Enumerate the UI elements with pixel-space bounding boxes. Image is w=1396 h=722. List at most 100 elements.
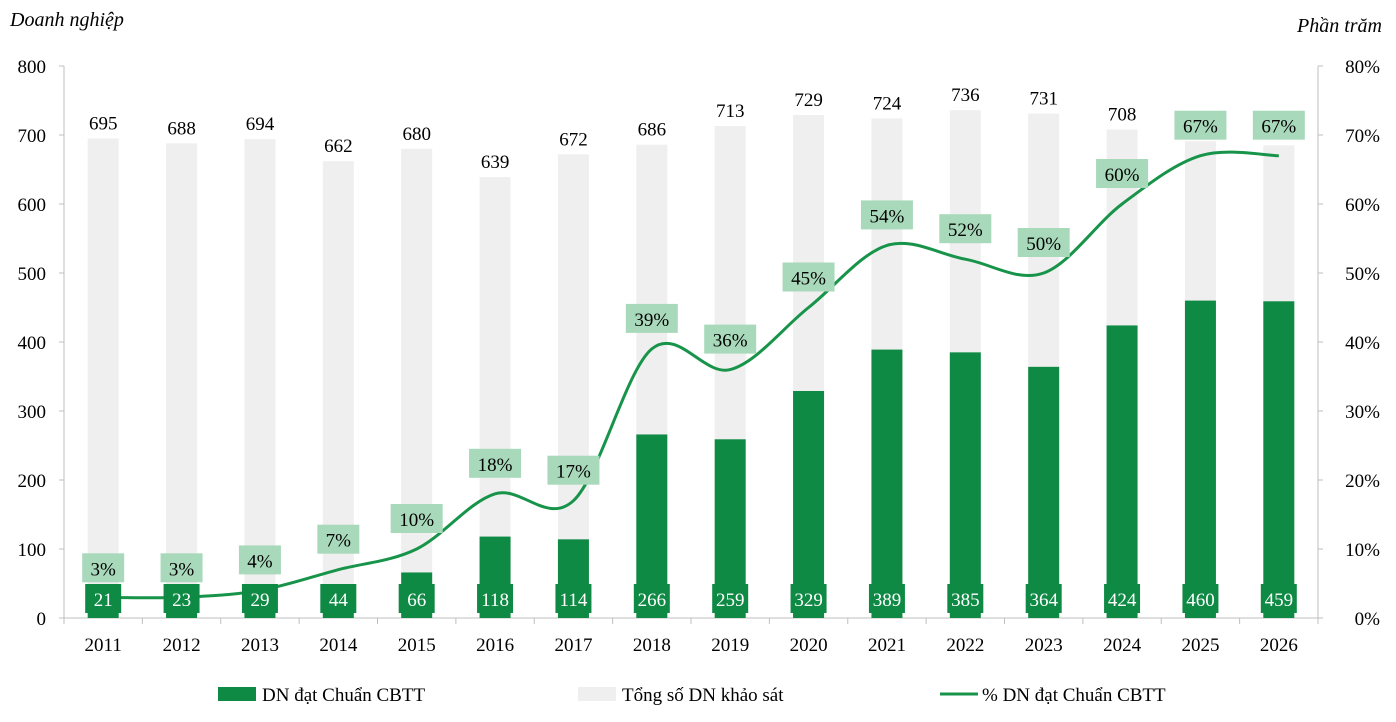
x-tick-label: 2011 [85,635,122,656]
meeting-standard-value-label: 266 [638,590,667,611]
legend-swatch-meeting-standard [218,687,256,701]
x-tick-label: 2020 [790,635,828,656]
x-tick-label: 2017 [554,635,592,656]
meeting-standard-label-box [790,584,827,613]
x-tick-label: 2018 [633,635,671,656]
legend-label-meeting-standard: DN đạt Chuẩn CBTT [262,685,425,706]
percentage-label-box [1252,110,1305,140]
meeting-standard-bar [871,349,903,618]
y-right-tick-label: 50% [1345,264,1380,285]
percentage-value-label: 50% [1026,234,1061,255]
x-tick-label: 2016 [476,635,514,656]
meeting-standard-label-box [555,584,592,613]
meeting-standard-value-label: 66 [407,590,426,611]
total-surveyed-value-label: 729 [794,90,823,111]
meeting-standard-bar [1184,300,1216,618]
total-surveyed-value-label: 695 [89,113,118,134]
percentage-value-label: 45% [791,269,826,290]
percentage-value-label: 67% [1261,117,1296,138]
y-left-tick-label: 600 [18,195,47,216]
y-left-axis-title: Doanh nghiệp [9,9,124,31]
percentage-label-box [939,214,992,244]
meeting-standard-label-box [868,584,905,613]
y-right-tick-label: 20% [1345,471,1380,492]
y-right-axis-title: Phần trăm [1296,15,1382,37]
percentage-label-box [469,448,522,478]
percentage-label-box [782,262,835,292]
meeting-standard-value-label: 118 [481,590,509,611]
y-left-tick-label: 700 [18,126,47,147]
total-surveyed-bar [401,148,433,619]
percentage-value-label: 60% [1105,165,1140,186]
meeting-standard-label-box [85,584,122,613]
meeting-standard-label-box [1104,584,1141,613]
meeting-standard-label-box [1260,584,1297,613]
meeting-standard-bar [1263,301,1295,618]
meeting-standard-label-box [320,584,357,613]
meeting-standard-label-box [241,584,278,613]
meeting-standard-value-label: 460 [1186,590,1215,611]
x-tick-label: 2025 [1181,635,1219,656]
percentage-value-label: 4% [247,551,273,572]
meeting-standard-bar [949,352,981,618]
x-tick-label: 2023 [1025,635,1063,656]
y-right-tick-label: 40% [1345,333,1380,354]
percentage-label-box [1017,228,1070,257]
y-left-tick-label: 100 [18,540,47,561]
percentage-label-box [1096,159,1149,188]
meeting-standard-value-label: 21 [94,590,113,611]
percentage-label-box [625,303,678,333]
total-surveyed-value-label: 724 [873,93,902,114]
x-tick-label: 2013 [241,635,279,656]
total-surveyed-bar [166,143,198,618]
total-surveyed-value-label: 686 [638,120,667,141]
meeting-standard-label-box [163,584,200,613]
percentage-label-box [82,553,125,583]
x-tick-label: 2015 [398,635,436,656]
x-tick-label: 2026 [1260,635,1298,656]
percentage-value-label: 36% [713,331,748,352]
percentage-label-box [1174,110,1227,140]
y-left-tick-label: 800 [18,57,47,78]
meeting-standard-bar [1028,366,1060,618]
total-surveyed-bar [244,139,276,618]
percentage-value-label: 7% [326,531,352,552]
total-surveyed-value-label: 736 [951,85,980,106]
total-surveyed-value-label: 708 [1108,104,1137,125]
x-tick-label: 2021 [868,635,906,656]
meeting-standard-value-label: 29 [250,590,269,611]
x-tick-label: 2014 [319,635,358,656]
total-surveyed-value-label: 694 [246,114,275,135]
meeting-standard-value-label: 23 [172,590,191,611]
percentage-value-label: 67% [1183,117,1218,138]
legend-label-total-surveyed: Tổng số DN khảo sát [622,685,784,706]
total-surveyed-value-label: 672 [559,129,588,150]
percentage-value-label: 39% [634,310,669,331]
meeting-standard-value-label: 389 [873,590,902,611]
total-surveyed-value-label: 731 [1029,89,1058,110]
meeting-standard-value-label: 385 [951,590,980,611]
meeting-standard-label-box [1182,584,1219,613]
meeting-standard-label-box [712,584,749,613]
total-surveyed-bar [87,138,119,618]
percentage-label-box [160,553,203,583]
percentage-series-line [103,150,1279,600]
legend-label-percentage: % DN đạt Chuẩn CBTT [982,685,1166,706]
x-tick-label: 2012 [163,635,201,656]
y-right-tick-label: 10% [1345,540,1380,561]
total-surveyed-value-label: 688 [167,118,196,139]
percentage-label-box [547,455,600,485]
y-right-tick-label: 30% [1345,402,1380,423]
percentage-label-box [704,324,757,354]
x-tick-label: 2019 [711,635,749,656]
y-right-tick-label: 0% [1355,609,1381,630]
meeting-standard-value-label: 44 [329,590,349,611]
meeting-standard-bar [1106,325,1138,618]
y-left-tick-label: 200 [18,471,47,492]
meeting-standard-label-box [398,584,435,613]
meeting-standard-value-label: 364 [1029,590,1058,611]
meeting-standard-label-box [477,584,514,613]
percentage-label-box [317,524,360,554]
meeting-standard-value-label: 329 [794,590,823,611]
meeting-standard-value-label: 424 [1108,590,1137,611]
